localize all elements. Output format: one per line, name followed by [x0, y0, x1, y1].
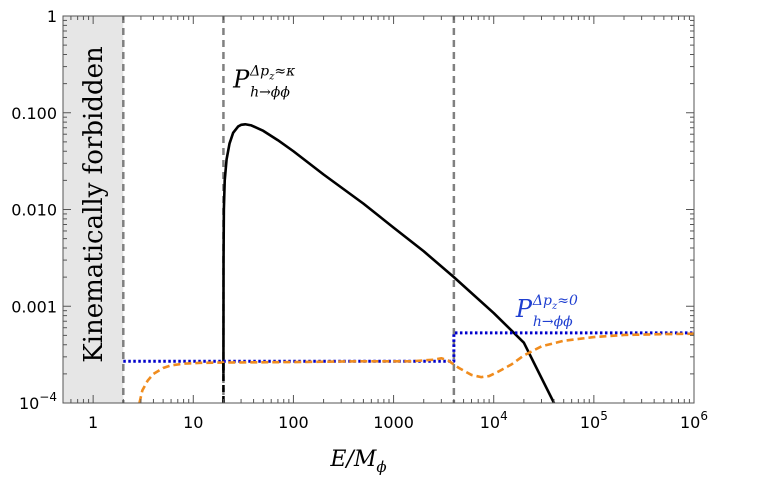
ticks: [62, 15, 694, 404]
x-tick-label: 1: [88, 413, 98, 432]
x-tick-label: 10: [183, 413, 203, 432]
x-tick-label: 106: [680, 409, 708, 432]
annotation-main: P: [515, 295, 533, 323]
series-line-1: [222, 122, 556, 403]
x-tick-label: 1000: [373, 413, 414, 432]
annotation-subscript: h→ϕϕ: [533, 314, 573, 330]
x-tick-label: 104: [480, 409, 508, 432]
annotation-superscript: Δpz≈κ: [249, 64, 295, 83]
y-tick-label: 0.010: [11, 201, 57, 220]
y-tick-label: 10−4: [19, 390, 57, 413]
annotation-label: P Δpz≈0 h→ϕϕ: [515, 293, 578, 330]
annotations: P Δpz≈κh→ϕϕP Δpz≈0h→ϕϕ: [232, 64, 578, 330]
tick-labels: 1 10 100 1000 104 105 106 1 0.100 0.010 0.001 10−4: [11, 7, 708, 432]
annotation-main: P: [232, 66, 250, 94]
y-tick-label: 0.001: [11, 297, 57, 316]
annotation-superscript: Δpz≈0: [532, 293, 578, 312]
annotation-label: P Δpz≈κ h→ϕϕ: [232, 64, 295, 101]
series-line-3: [138, 332, 694, 403]
forbidden-region-label: Kinematically forbidden: [79, 46, 109, 363]
x-axis-label: E/Mϕ: [329, 447, 386, 476]
y-tick-label: 0.100: [11, 104, 57, 123]
x-tick-label: 105: [580, 409, 608, 432]
series-line-2: [123, 331, 694, 363]
annotation-subscript: h→ϕϕ: [250, 85, 290, 101]
forbidden-region: [63, 16, 124, 403]
series-group: [123, 122, 694, 403]
x-tick-label: 100: [278, 413, 309, 432]
y-tick-label: 1: [47, 7, 57, 26]
plot-frame: [62, 15, 695, 404]
